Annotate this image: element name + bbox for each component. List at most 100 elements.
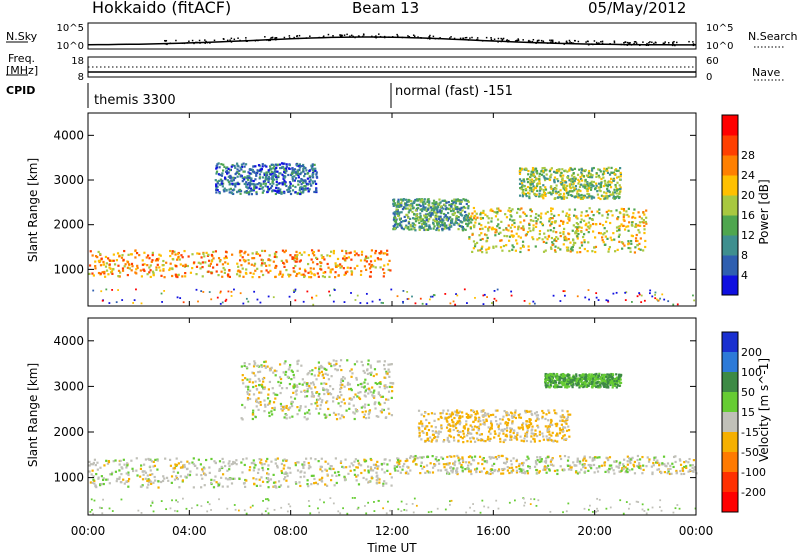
- data-cell: [639, 224, 642, 227]
- data-cell: [324, 372, 327, 375]
- data-cell: [123, 265, 126, 268]
- data-cell: [369, 373, 373, 376]
- data-cell: [329, 294, 331, 297]
- data-cell: [243, 252, 246, 255]
- data-cell: [377, 391, 380, 394]
- data-cell: [625, 225, 628, 228]
- data-cell: [318, 478, 321, 481]
- data-cell: [291, 415, 294, 418]
- data-cell: [428, 298, 431, 301]
- data-cell: [296, 192, 299, 195]
- nsearch-point: [508, 39, 510, 42]
- data-cell: [643, 299, 646, 302]
- data-cell: [477, 438, 480, 442]
- data-cell: [188, 473, 192, 476]
- data-cell: [290, 378, 293, 381]
- data-cell: [607, 458, 610, 462]
- data-cell: [245, 457, 248, 460]
- nsearch-point: [626, 41, 629, 44]
- data-cell: [247, 259, 250, 262]
- data-cell: [255, 251, 258, 254]
- data-cell: [276, 170, 279, 173]
- data-cell: [360, 253, 364, 256]
- date-title: 05/May/2012: [588, 0, 687, 17]
- data-cell: [679, 469, 682, 473]
- data-cell: [240, 163, 244, 166]
- data-cell: [601, 239, 604, 242]
- data-cell: [388, 259, 391, 262]
- data-cell: [691, 464, 694, 467]
- data-cell: [260, 365, 264, 368]
- data-cell: [447, 416, 451, 419]
- data-cell: [543, 166, 546, 170]
- data-cell: [148, 271, 151, 274]
- data-cell: [208, 259, 211, 262]
- data-cell: [674, 460, 677, 464]
- data-cell: [423, 200, 426, 203]
- data-cell: [292, 270, 295, 273]
- data-cell: [502, 244, 506, 248]
- nsearch-point: [587, 40, 589, 43]
- data-cell: [498, 209, 501, 212]
- data-cell: [162, 475, 165, 478]
- nsearch-point: [181, 42, 184, 44]
- data-cell: [562, 197, 566, 200]
- nsky-tick-top: 10^5: [57, 23, 84, 34]
- data-cell: [168, 268, 171, 272]
- data-cell: [602, 195, 605, 198]
- data-cell: [471, 250, 474, 254]
- data-cell: [405, 213, 408, 216]
- data-cell: [618, 240, 621, 243]
- data-cell: [274, 189, 277, 192]
- data-cell: [455, 293, 457, 295]
- data-cell: [446, 409, 450, 412]
- data-cell: [639, 467, 642, 470]
- data-cell: [564, 188, 568, 191]
- data-cell: [341, 379, 345, 382]
- data-cell: [681, 467, 684, 470]
- data-cell: [590, 195, 593, 198]
- data-cell: [573, 175, 576, 179]
- data-cell: [473, 226, 476, 229]
- data-cell: [532, 180, 535, 184]
- data-cell: [358, 397, 362, 401]
- data-cell: [464, 210, 467, 214]
- data-cell: [298, 163, 301, 166]
- data-cell: [399, 218, 402, 221]
- data-cell: [439, 430, 442, 434]
- data-cell: [469, 416, 472, 419]
- data-cell: [130, 269, 133, 272]
- data-cell: [682, 472, 686, 476]
- data-cell: [207, 264, 211, 267]
- data-cell: [582, 175, 585, 178]
- data-cell: [295, 389, 298, 392]
- data-cell: [315, 187, 318, 190]
- data-cell: [340, 386, 343, 389]
- data-cell: [242, 482, 246, 485]
- data-cell: [408, 456, 412, 459]
- data-cell: [548, 425, 551, 428]
- data-cell: [336, 394, 340, 398]
- data-cell: [419, 212, 422, 215]
- data-cell: [518, 172, 522, 175]
- data-cell: [393, 220, 396, 223]
- data-cell: [99, 259, 102, 262]
- data-cell: [547, 235, 550, 238]
- data-cell: [188, 462, 191, 465]
- data-cell: [299, 172, 302, 176]
- data-cell: [414, 198, 417, 202]
- nsearch-point: [673, 40, 675, 43]
- data-cell: [549, 438, 552, 442]
- data-cell: [580, 241, 583, 244]
- data-cell: [215, 172, 218, 175]
- data-cell: [463, 288, 466, 291]
- data-cell: [487, 217, 490, 220]
- data-cell: [249, 271, 252, 275]
- data-cell: [283, 478, 286, 481]
- data-cell: [566, 176, 569, 179]
- data-cell: [239, 174, 242, 177]
- data-cell: [544, 194, 547, 197]
- nsearch-point: [346, 33, 348, 36]
- data-cell: [388, 459, 391, 462]
- data-cell: [151, 473, 154, 476]
